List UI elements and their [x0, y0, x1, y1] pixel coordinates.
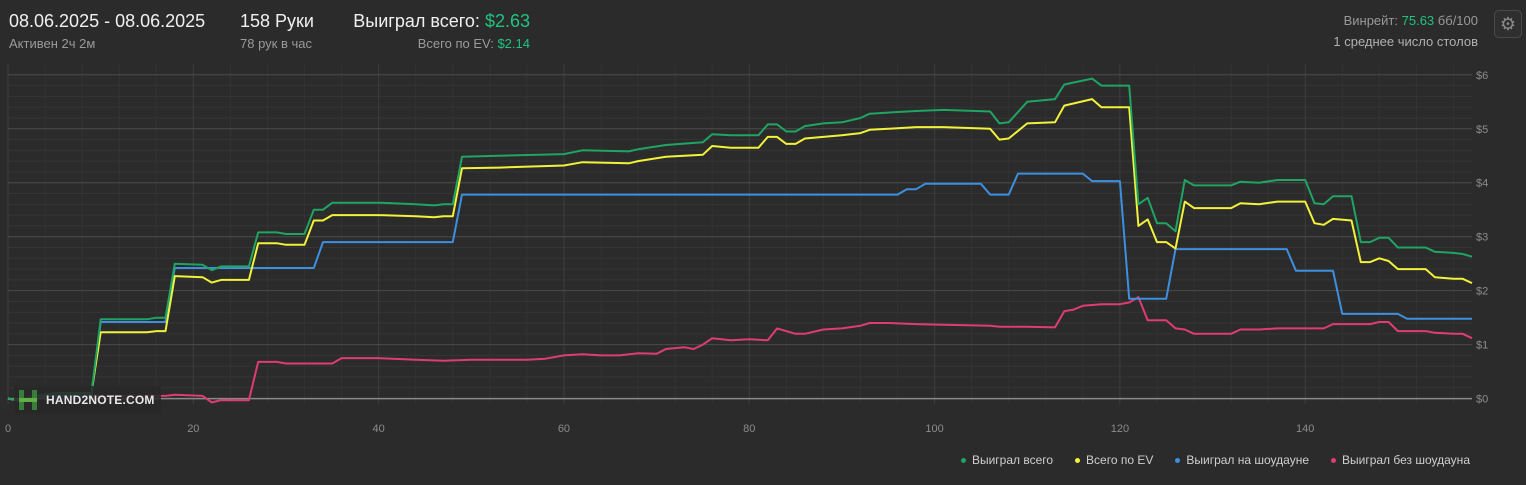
x-tick-label: 60	[558, 423, 570, 435]
won-total-value: $2.63	[484, 11, 530, 31]
legend-label: Выиграл на шоудауне	[1186, 453, 1309, 467]
date-block: 08.06.2025 - 08.06.2025 Активен 2ч 2м	[9, 10, 205, 53]
series-line	[7, 98, 1473, 402]
legend-dot-icon	[1331, 457, 1336, 463]
winnings-block: Выиграл всего: $2.63 Всего по EV: $2.14	[330, 10, 530, 53]
legend-dot-icon	[960, 457, 966, 463]
legend-item[interactable]: Всего по EV	[1075, 453, 1153, 467]
ev-total-label: Всего по EV:	[417, 36, 494, 51]
settings-button[interactable]: ⚙	[1494, 10, 1522, 38]
winrate-value: 75.63	[1401, 13, 1435, 28]
logo-mark-icon	[16, 388, 40, 412]
ev-total-value: $2.14	[497, 36, 530, 51]
y-tick-label: $6	[1476, 70, 1488, 82]
logo-text: HAND2NOTE.COM	[46, 393, 155, 407]
legend-item[interactable]: Выиграл на шоудауне	[1175, 453, 1309, 467]
y-tick-label: $0	[1476, 394, 1488, 406]
gear-icon: ⚙	[1499, 13, 1517, 34]
legend-label: Выиграл без шоудауна	[1342, 453, 1470, 467]
active-time: Активен 2ч 2м	[9, 36, 96, 51]
y-tick-label: $2	[1476, 286, 1488, 298]
winrate-label: Винрейт:	[1343, 13, 1398, 28]
hands-count: 158 Руки	[240, 11, 314, 31]
hand2note-logo: HAND2NOTE.COM	[14, 386, 161, 414]
legend-dot-icon	[1075, 457, 1081, 463]
legend-dot-icon	[1175, 457, 1181, 463]
x-tick-label: 20	[187, 423, 199, 435]
won-total-label: Выиграл всего:	[353, 11, 480, 31]
x-tick-label: 0	[5, 423, 11, 435]
tables-count: 1 среднее число столов	[1333, 34, 1478, 49]
chart-legend: Выиграл всего Всего по EV Выиграл на шоуда…	[960, 453, 1470, 467]
winrate-block: Винрейт: 75.63 бб/100 1 среднее число ст…	[1280, 10, 1478, 51]
date-range: 08.06.2025 - 08.06.2025	[9, 11, 206, 31]
winrate-unit: бб/100	[1437, 13, 1478, 28]
series-line	[7, 172, 1472, 402]
series-line	[7, 296, 1473, 404]
hands-per-hour: 78 рук в час	[240, 36, 312, 51]
x-tick-label: 140	[1296, 423, 1314, 435]
y-tick-label: $5	[1476, 124, 1488, 136]
y-tick-label: $1	[1476, 340, 1488, 352]
x-tick-label: 100	[925, 423, 943, 435]
y-tick-label: $4	[1476, 178, 1488, 190]
x-tick-label: 120	[1111, 423, 1129, 435]
x-tick-label: 80	[743, 423, 755, 435]
legend-item[interactable]: Выиграл без шоудауна	[1331, 453, 1470, 467]
hands-block: 158 Руки 78 рук в час	[240, 10, 314, 53]
legend-item[interactable]: Выиграл всего	[960, 453, 1054, 467]
y-tick-label: $3	[1476, 232, 1488, 244]
x-tick-label: 40	[373, 423, 385, 435]
legend-label: Всего по EV	[1086, 453, 1154, 467]
legend-label: Выиграл всего	[971, 453, 1054, 467]
series-line	[7, 77, 1473, 402]
